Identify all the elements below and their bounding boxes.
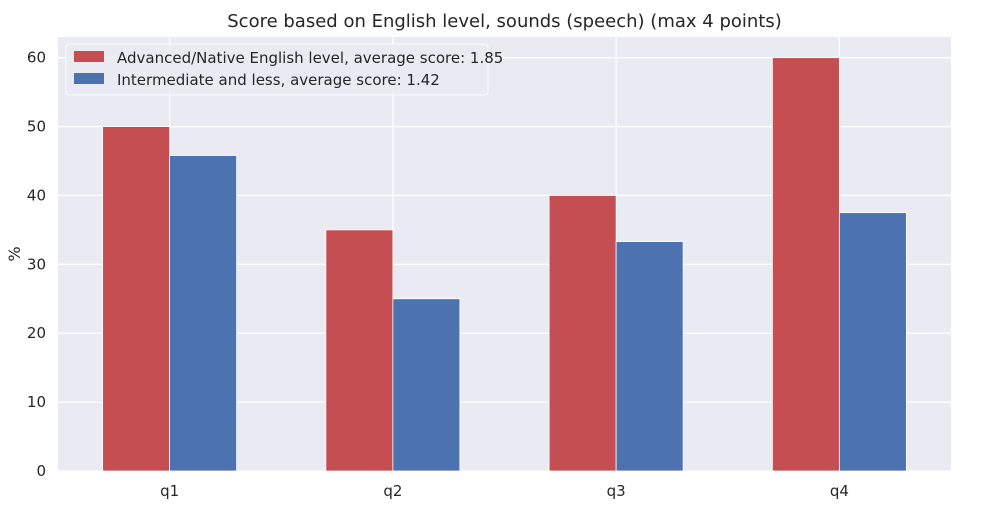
legend-label-intermediate: Intermediate and less, average score: 1.… (117, 71, 440, 89)
y-tick-label: 50 (27, 118, 46, 136)
y-tick-label: 60 (27, 49, 46, 67)
bar-advanced-q4 (771, 57, 840, 472)
legend-swatch-advanced (74, 51, 104, 62)
chart-title: Score based on English level, sounds (sp… (227, 11, 782, 32)
bars (102, 57, 907, 472)
x-axis-ticks: q1 q2 q3 q4 (160, 482, 849, 500)
y-axis-label: % (5, 246, 24, 261)
y-tick-label: 0 (36, 462, 46, 480)
bar-intermediate-q3 (615, 241, 684, 472)
bar-intermediate-q2 (392, 298, 461, 472)
bar-intermediate-q1 (169, 155, 238, 472)
y-tick-label: 10 (27, 393, 46, 411)
bar-advanced-q2 (325, 229, 394, 472)
legend-swatch-intermediate (74, 73, 104, 84)
legend: Advanced/Native English level, average s… (65, 43, 503, 96)
x-tick-label: q2 (383, 482, 402, 500)
legend-box (65, 43, 489, 96)
bar-advanced-q1 (102, 126, 171, 472)
x-tick-label: q4 (830, 482, 849, 500)
y-axis-ticks: 0 10 20 30 40 50 60 (27, 49, 46, 480)
legend-label-advanced: Advanced/Native English level, average s… (117, 49, 503, 67)
bar-advanced-q3 (548, 195, 617, 472)
y-tick-label: 20 (27, 324, 46, 342)
y-tick-label: 30 (27, 255, 46, 273)
bar-intermediate-q4 (838, 212, 907, 472)
x-tick-label: q3 (607, 482, 626, 500)
y-tick-label: 40 (27, 186, 46, 204)
x-tick-label: q1 (160, 482, 179, 500)
